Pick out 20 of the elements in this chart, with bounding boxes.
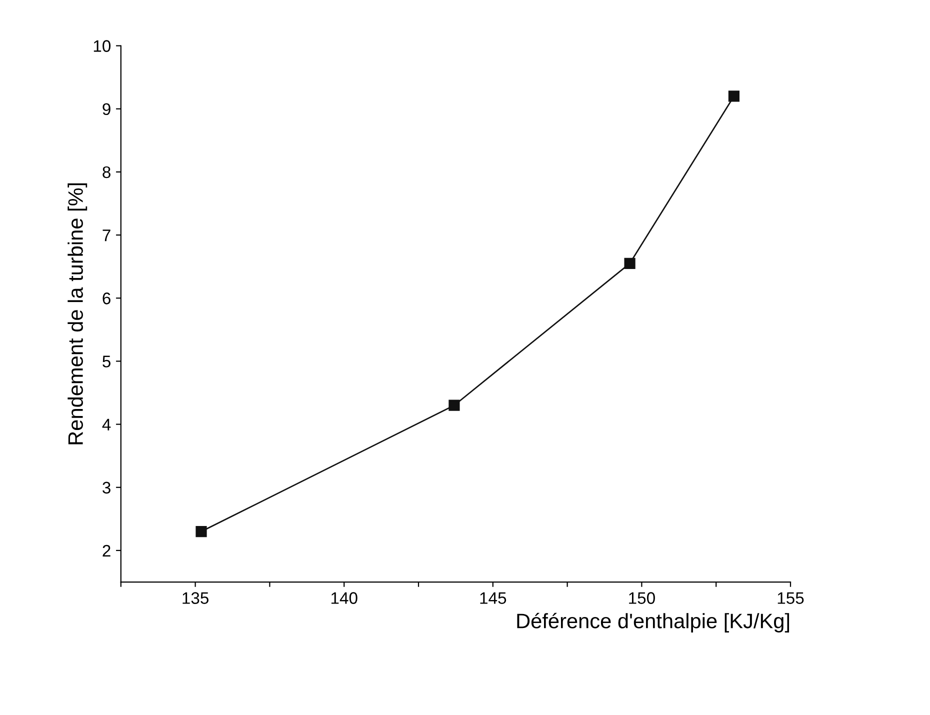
y-tick-label: 2 — [102, 544, 110, 557]
y-tick-label: 7 — [102, 230, 110, 242]
y-tick-label: 3 — [102, 482, 110, 494]
y-tick-label: 8 — [102, 166, 110, 178]
x-tick-label: 135 — [182, 592, 209, 604]
x-tick-label: 150 — [629, 592, 655, 604]
y-tick-label: 10 — [94, 40, 111, 52]
x-tick-label: 155 — [778, 592, 804, 604]
point — [196, 526, 207, 538]
x-axis-title: Déférence d'enthalpie [KJ/Kg] — [517, 612, 790, 632]
point — [728, 90, 740, 102]
y-tick-label: 6 — [102, 292, 110, 304]
point — [448, 400, 460, 411]
point — [624, 258, 636, 269]
y-axis-title: Rendement de la turbine [%] — [68, 183, 88, 444]
y-tick-label: 4 — [102, 418, 111, 430]
y-tick-label: 5 — [102, 356, 110, 368]
x-tick-label: 140 — [331, 592, 358, 604]
x-tick-label: 145 — [480, 592, 506, 604]
y-tick-label: 9 — [102, 103, 110, 116]
